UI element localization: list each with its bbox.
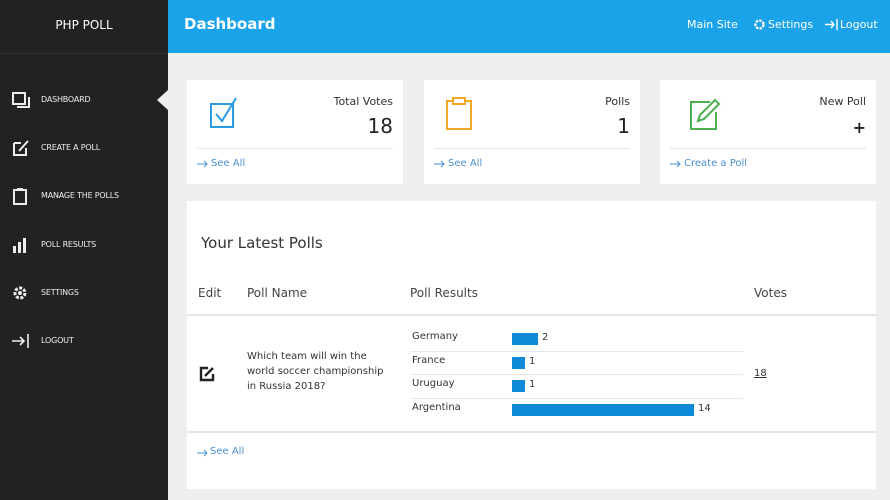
header-link[interactable]: Logout	[840, 18, 878, 31]
latest-polls-panel: Your Latest Polls Edit Poll Name Poll Re…	[187, 201, 876, 489]
arrow-icon	[197, 160, 208, 168]
card-value: 1	[617, 114, 630, 138]
card-link[interactable]: Create a Poll	[684, 158, 748, 169]
icon	[13, 286, 27, 300]
header-link[interactable]: Main Site	[687, 18, 738, 31]
divider	[410, 350, 743, 352]
card-link[interactable]: See All	[211, 158, 246, 169]
nav-item[interactable]: DASHBOARD	[0, 85, 168, 115]
column-header: Poll Name	[247, 286, 308, 300]
card-label: New Poll	[819, 95, 866, 108]
icon	[13, 188, 27, 205]
card-link[interactable]: See All	[448, 158, 483, 169]
panel-link[interactable]: See All	[210, 446, 245, 457]
arrow-icon	[670, 160, 681, 168]
nav-label: CREATE A POLL	[41, 143, 100, 152]
arrow-icon	[197, 449, 208, 457]
divider	[670, 148, 866, 149]
card-value[interactable]: +	[852, 118, 866, 137]
card-value: 18	[367, 114, 393, 138]
divider	[410, 397, 743, 399]
stat-card: Polls 1 See All	[424, 80, 640, 184]
logout-icon	[825, 19, 838, 30]
poll-name: Which team will win the world soccer cha…	[247, 351, 384, 392]
result-count: 1	[529, 379, 536, 390]
header-link[interactable]: Settings	[768, 18, 814, 31]
divider	[434, 148, 630, 149]
nav-item[interactable]: LOGOUT	[0, 326, 168, 356]
nav-item[interactable]: CREATE A POLL	[0, 133, 168, 163]
stat-card: Total Votes 18 See All	[187, 80, 403, 184]
icon	[12, 334, 29, 348]
result-count: 14	[698, 402, 711, 414]
sidebar: PHP POLL DASHBOARD CREATE A POLL MANAGE …	[0, 0, 168, 500]
nav-label: SETTINGS	[41, 288, 79, 297]
panel-title: Your Latest Polls	[201, 234, 323, 252]
nav-label: MANAGE THE POLLS	[41, 191, 119, 200]
active-pointer	[157, 90, 168, 110]
brand: PHP POLL	[0, 0, 168, 54]
nav-label: POLL RESULTS	[41, 240, 97, 249]
result-bar	[512, 380, 525, 392]
result-bar	[512, 333, 538, 345]
card-label: Total Votes	[333, 95, 393, 108]
settings-icon	[754, 19, 765, 30]
option-label: Uruguay	[412, 378, 455, 389]
divider	[197, 148, 393, 149]
divider	[410, 374, 743, 375]
header: Dashboard Main Site Settings Logout	[168, 0, 890, 53]
header-title: Dashboard	[184, 15, 276, 33]
result-count: 1	[529, 355, 536, 367]
nav-label: LOGOUT	[41, 336, 74, 345]
divider	[187, 431, 876, 433]
nav-item[interactable]: POLL RESULTS	[0, 230, 168, 260]
column-header: Edit	[198, 286, 222, 300]
edit-icon[interactable]	[199, 366, 215, 382]
result-bar	[512, 403, 694, 416]
card-icon	[446, 97, 472, 130]
result-bar	[512, 356, 525, 369]
column-header: Poll Results	[410, 286, 478, 300]
result-count: 2	[542, 332, 549, 343]
divider	[187, 314, 876, 316]
nav-item[interactable]: MANAGE THE POLLS	[0, 181, 168, 211]
option-label: Argentina	[412, 401, 461, 413]
icon	[12, 92, 30, 108]
card-icon	[210, 97, 237, 128]
nav-item[interactable]: SETTINGS	[0, 278, 168, 308]
option-label: Germany	[412, 331, 458, 342]
icon	[13, 140, 29, 156]
nav-label: DASHBOARD	[41, 95, 91, 104]
card-label: Polls	[605, 95, 630, 108]
option-label: France	[412, 354, 446, 366]
poll-votes[interactable]: 18	[754, 368, 767, 379]
card-icon	[690, 98, 721, 130]
poll-results: Germany 2 France 1 Uruguay 1 Argentina 14	[410, 327, 743, 423]
arrow-icon	[434, 160, 445, 168]
stat-card: New Poll + Create a Poll	[660, 80, 876, 184]
column-header: Votes	[754, 286, 787, 300]
icon	[13, 238, 26, 253]
